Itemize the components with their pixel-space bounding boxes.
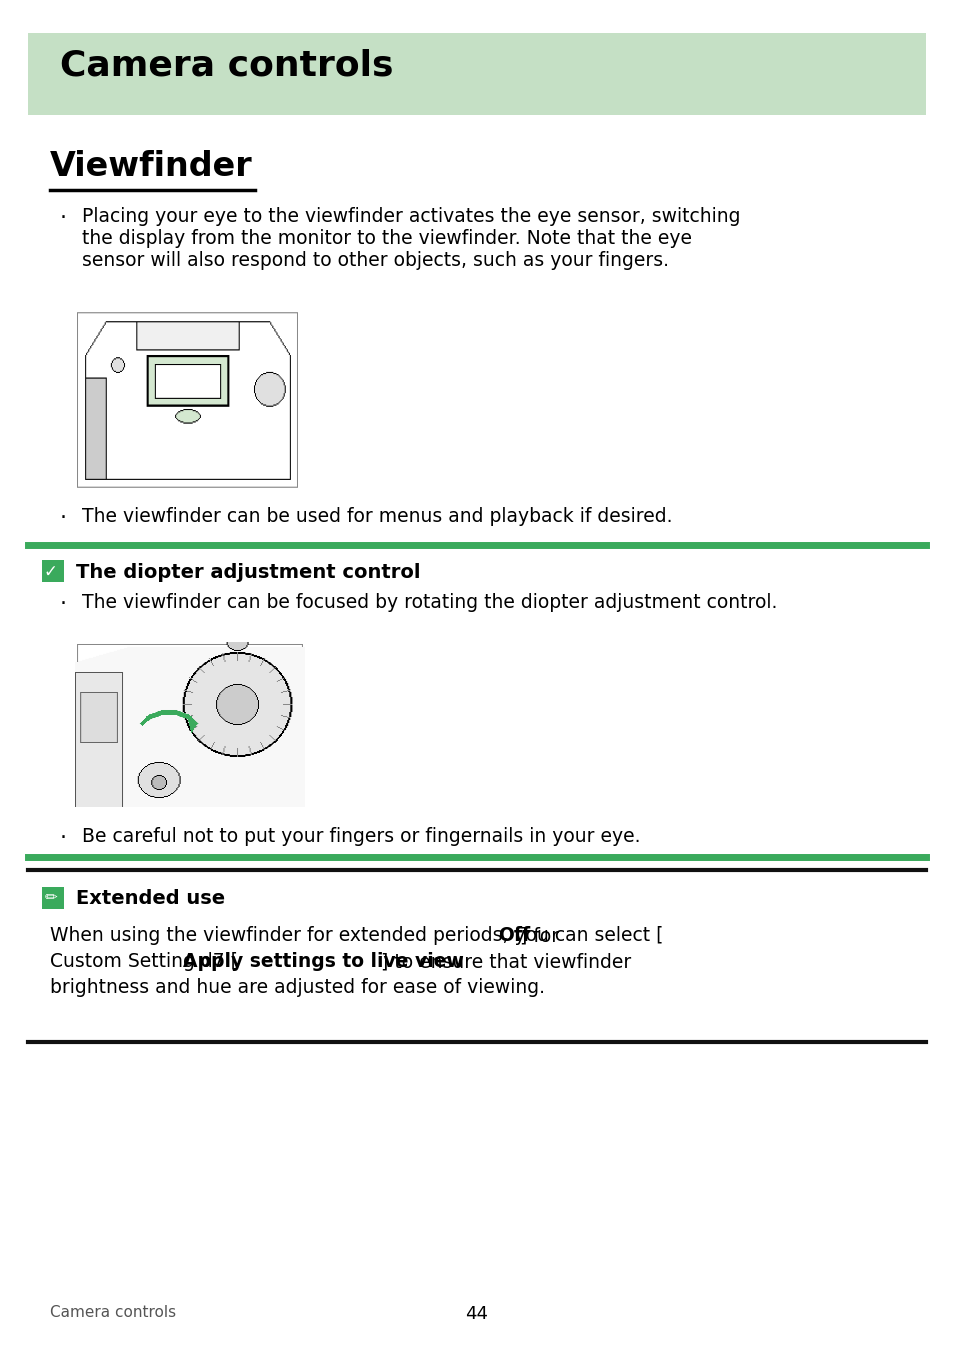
Text: ] to ensure that viewfinder: ] to ensure that viewfinder	[381, 952, 631, 971]
Text: ·: ·	[60, 208, 67, 229]
Text: ·: ·	[60, 508, 67, 529]
Text: the display from the monitor to the viewfinder. Note that the eye: the display from the monitor to the view…	[82, 229, 691, 247]
Bar	[42, 886, 64, 909]
Text: brightness and hue are adjusted for ease of viewing.: brightness and hue are adjusted for ease…	[50, 978, 544, 997]
Text: ·: ·	[60, 829, 67, 847]
Text: Extended use: Extended use	[76, 889, 225, 908]
Text: Viewfinder: Viewfinder	[50, 151, 253, 183]
Text: Off: Off	[497, 925, 530, 946]
Text: Apply settings to live view: Apply settings to live view	[183, 952, 463, 971]
Text: When using the viewfinder for extended periods, you can select [: When using the viewfinder for extended p…	[50, 925, 662, 946]
Text: ·: ·	[60, 594, 67, 615]
Text: The viewfinder can be used for menus and playback if desired.: The viewfinder can be used for menus and…	[82, 507, 672, 526]
Bar	[42, 560, 64, 582]
Bar	[28, 34, 925, 116]
Text: Camera controls: Camera controls	[60, 48, 393, 82]
Text: The diopter adjustment control: The diopter adjustment control	[76, 564, 420, 582]
Text: Be careful not to put your fingers or fingernails in your eye.: Be careful not to put your fingers or fi…	[82, 827, 639, 846]
Text: ✏: ✏	[45, 890, 57, 905]
Text: ] for: ] for	[519, 925, 558, 946]
Text: Camera controls: Camera controls	[50, 1305, 176, 1319]
Text: Custom Setting d7 [: Custom Setting d7 [	[50, 952, 237, 971]
Text: sensor will also respond to other objects, such as your fingers.: sensor will also respond to other object…	[82, 252, 668, 270]
Text: ✓: ✓	[44, 564, 58, 581]
Text: Placing your eye to the viewfinder activates the eye sensor, switching: Placing your eye to the viewfinder activ…	[82, 207, 740, 226]
Text: The viewfinder can be focused by rotating the diopter adjustment control.: The viewfinder can be focused by rotatin…	[82, 593, 777, 612]
Text: 44: 44	[465, 1305, 488, 1323]
